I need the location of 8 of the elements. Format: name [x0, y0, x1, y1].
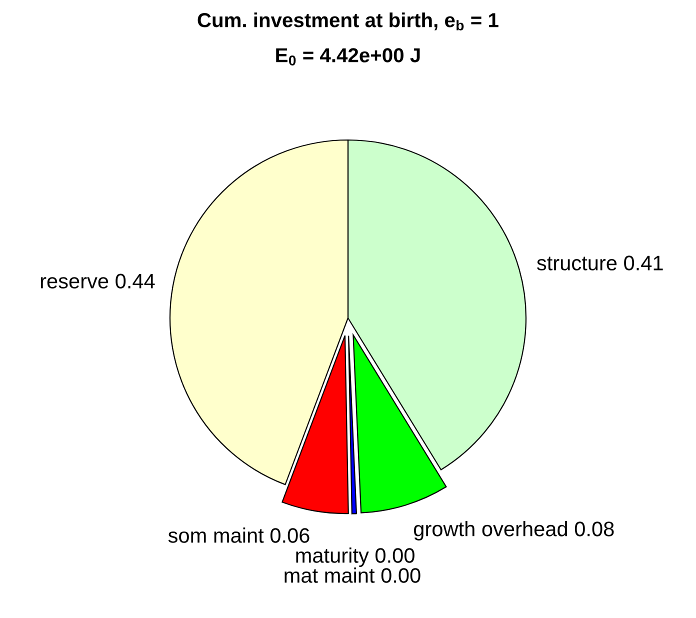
chart-title: Cum. investment at birth, e$_{b}$ = 1 — [198, 12, 498, 30]
slice-label: som maint 0.06 — [168, 528, 310, 543]
chart-subtitle: E$_{0}$ = 4.42e+00 J — [276, 48, 420, 66]
slice-label: maturity 0.00 — [296, 548, 414, 567]
slice-label: structure 0.41 — [537, 256, 663, 270]
slice-label: growth overhead 0.08 — [414, 521, 614, 540]
slice-label: reserve 0.44 — [40, 274, 155, 289]
category-label: mat maint 0.00 — [284, 568, 420, 583]
